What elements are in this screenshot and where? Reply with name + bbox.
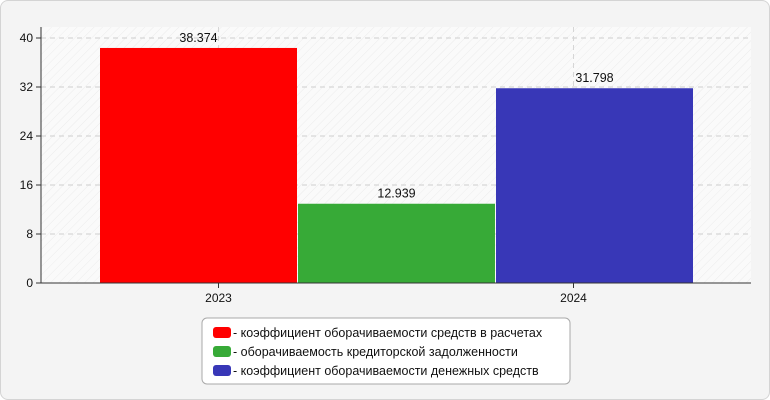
y-tick-label: 16 (20, 178, 34, 192)
bar-value-label: 12.939 (377, 187, 415, 201)
y-tick-label: 32 (20, 80, 34, 94)
x-tick-label: 2023 (205, 291, 232, 305)
legend-swatch (213, 327, 231, 338)
legend-entry: - оборачиваемость кредиторской задолженн… (233, 345, 518, 359)
legend-box (201, 317, 571, 385)
legend-swatch (213, 365, 231, 376)
y-tick-label: 24 (20, 129, 34, 143)
y-tick-label: 40 (20, 31, 34, 45)
bar-value-label: 38.374 (179, 31, 217, 45)
legend-entry: - коэффициент оборачиваемости средств в … (233, 326, 543, 340)
y-tick-label: 8 (26, 227, 33, 241)
legend-swatch (213, 346, 231, 357)
bar-value-label: 31.798 (575, 71, 613, 85)
bars: 38.374 12.939 31.798 (100, 31, 693, 284)
y-tick-label: 0 (26, 276, 33, 290)
x-tick-label: 2024 (560, 291, 587, 305)
legend: - коэффициент оборачиваемости средств в … (201, 317, 571, 385)
bar (298, 203, 495, 283)
legend-entry: - коэффициент оборачиваемости денежных с… (233, 364, 539, 378)
axes: 0 8 16 24 32 40 2023 2024 (20, 27, 751, 305)
bar (496, 88, 693, 284)
bar (100, 47, 297, 283)
